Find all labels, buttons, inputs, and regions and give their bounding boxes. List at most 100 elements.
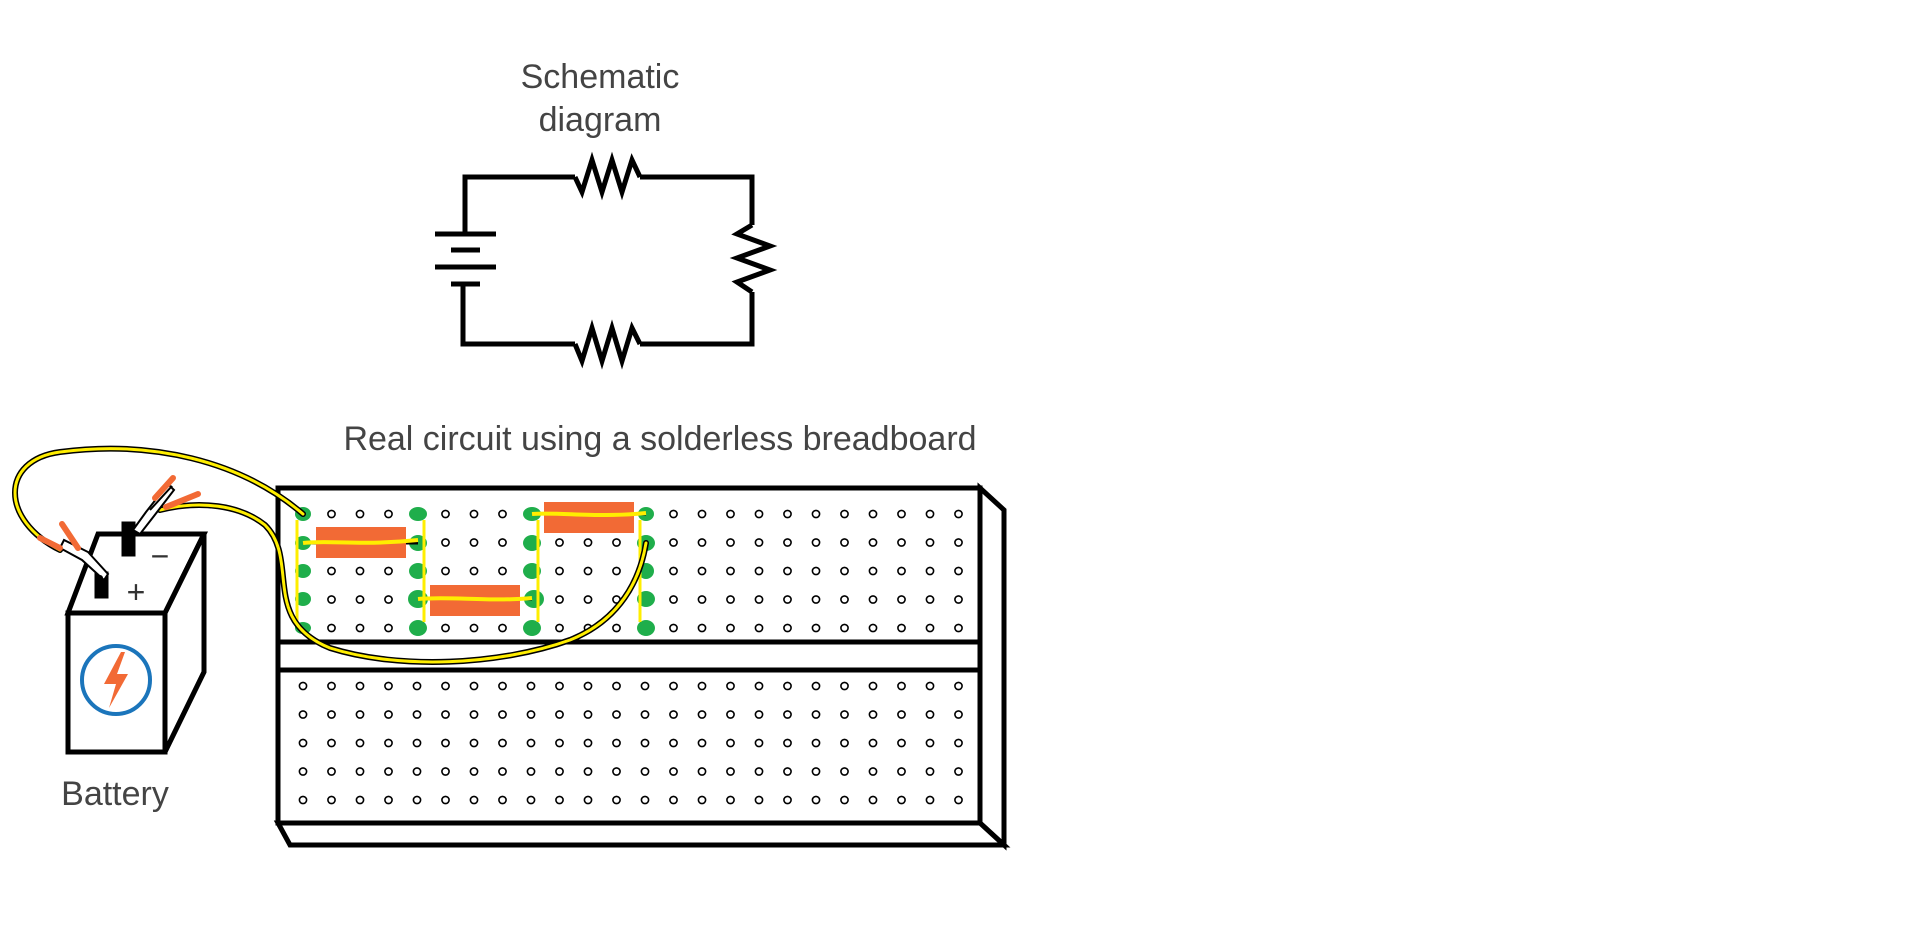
breadboard-hole (640, 738, 650, 748)
breadboard-hole (954, 767, 963, 776)
breadboard-hole (925, 595, 935, 604)
breadboard-hole (868, 538, 878, 547)
breadboard-hole (583, 538, 593, 547)
breadboard-hole (811, 509, 821, 519)
breadboard-hole (441, 566, 450, 576)
breadboard-hole (697, 538, 707, 547)
breadboard-hole (868, 623, 878, 633)
breadboard-hole (412, 738, 422, 748)
breadboard-hole (726, 509, 735, 519)
breadboard-hole (811, 566, 821, 576)
breadboard-hole (897, 710, 906, 719)
breadboard-hole (669, 738, 678, 748)
breadboard-hole (526, 681, 536, 691)
breadboard-hole (441, 509, 450, 519)
battery-lightning-bolt-icon (80, 644, 152, 716)
breadboard-hole (583, 767, 593, 776)
breadboard-hole (925, 738, 935, 748)
breadboard-hole (612, 681, 621, 691)
breadboard-hole (469, 795, 479, 805)
breadboard-hole (868, 738, 878, 748)
connection-dot (637, 620, 655, 636)
breadboard-hole (726, 710, 735, 719)
breadboard-hole (669, 681, 678, 691)
breadboard-hole (384, 681, 393, 691)
breadboard-hole (811, 710, 821, 719)
battery-label: Battery (61, 775, 169, 813)
breadboard-hole (811, 595, 821, 604)
breadboard-hole (441, 795, 450, 805)
breadboard-hole (840, 509, 849, 519)
breadboard-hole (868, 566, 878, 576)
breadboard-hole (954, 738, 963, 748)
breadboard-hole (754, 681, 764, 691)
breadboard-hole (355, 738, 365, 748)
breadboard-hole (925, 795, 935, 805)
breadboard-hole (384, 623, 393, 633)
breadboard-hole (441, 738, 450, 748)
breadboard-hole (840, 566, 849, 576)
breadboard-hole (498, 509, 507, 519)
breadboard-hole (897, 767, 906, 776)
breadboard-hole (726, 538, 735, 547)
breadboard-hole (925, 767, 935, 776)
breadboard-hole (498, 681, 507, 691)
breadboard-hole (355, 509, 365, 519)
breadboard-hole (640, 710, 650, 719)
breadboard-hole (754, 738, 764, 748)
breadboard-hole (811, 623, 821, 633)
breadboard-hole (868, 710, 878, 719)
breadboard-hole (441, 538, 450, 547)
breadboard-hole (441, 681, 450, 691)
breadboard-hole (840, 710, 849, 719)
breadboard-hole (783, 767, 792, 776)
breadboard-hole (327, 710, 336, 719)
breadboard-hole (412, 710, 422, 719)
breadboard-hole (925, 681, 935, 691)
breadboard-hole (640, 795, 650, 805)
connection-dot (295, 592, 311, 606)
breadboard-hole (498, 767, 507, 776)
breadboard-hole (897, 738, 906, 748)
breadboard-hole (697, 595, 707, 604)
breadboard-hole (726, 795, 735, 805)
breadboard-hole (555, 595, 564, 604)
breadboard-hole (555, 710, 564, 719)
breadboard-hole (526, 795, 536, 805)
breadboard-hole (469, 566, 479, 576)
alligator-clip-negative (131, 475, 201, 536)
schematic-title-line2: diagram (538, 101, 662, 139)
breadboard-hole (498, 710, 507, 719)
breadboard-hole (583, 595, 593, 604)
breadboard-hole (811, 795, 821, 805)
breadboard-hole (811, 538, 821, 547)
breadboard-hole (555, 738, 564, 748)
breadboard-hole (925, 509, 935, 519)
breadboard-hole (697, 681, 707, 691)
breadboard-hole (412, 681, 422, 691)
connection-dot (409, 507, 427, 521)
breadboard-hole (697, 795, 707, 805)
breadboard-hole (754, 795, 764, 805)
breadboard-hole (897, 623, 906, 633)
connection-dot (409, 620, 427, 636)
breadboard-hole (555, 681, 564, 691)
breadboard-hole (298, 795, 308, 805)
breadboard-hole (868, 681, 878, 691)
breadboard-hole (754, 538, 764, 547)
breadboard-hole (925, 623, 935, 633)
breadboard-hole (327, 623, 336, 633)
breadboard-hole (355, 623, 365, 633)
breadboard-hole (697, 509, 707, 519)
breadboard-hole (555, 795, 564, 805)
breadboard-hole (384, 509, 393, 519)
breadboard-hole (612, 795, 621, 805)
breadboard-title: Real circuit using a solderless breadboa… (343, 420, 977, 458)
breadboard-hole (469, 538, 479, 547)
breadboard-hole (498, 795, 507, 805)
breadboard-hole (868, 795, 878, 805)
breadboard-hole (783, 738, 792, 748)
breadboard-hole (954, 566, 963, 576)
breadboard-hole (384, 595, 393, 604)
